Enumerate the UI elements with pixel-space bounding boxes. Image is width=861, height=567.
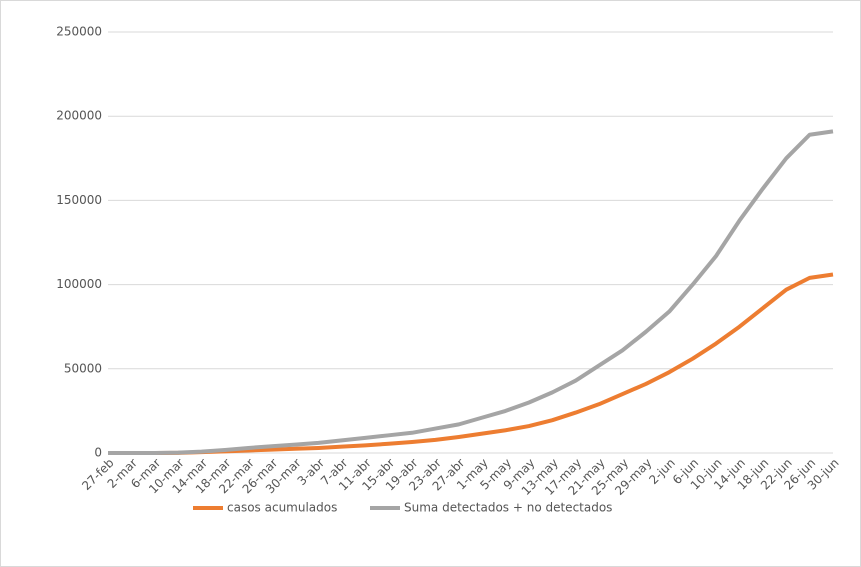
legend-label: casos acumulados	[227, 501, 337, 515]
y-tick-label: 150000	[56, 193, 102, 207]
y-tick-label: 200000	[56, 109, 102, 123]
legend-label: Suma detectados + no detectados	[404, 501, 612, 515]
y-tick-label: 0	[94, 446, 102, 460]
line-series	[108, 129, 834, 455]
y-tick-label: 50000	[64, 361, 102, 375]
y-tick-label: 100000	[56, 277, 102, 291]
y-tick-label: 250000	[56, 25, 102, 39]
